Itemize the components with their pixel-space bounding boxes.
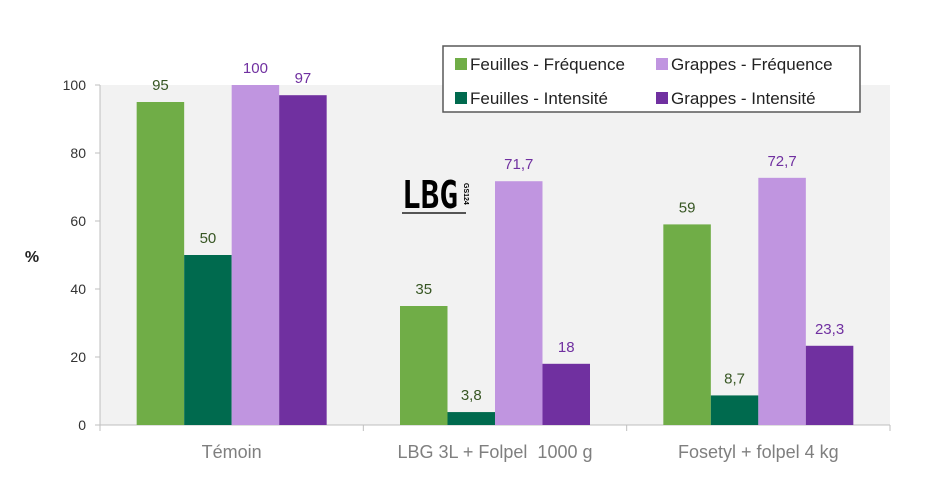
bars xyxy=(136,85,854,425)
x-tick-label: Témoin xyxy=(202,442,262,462)
bar xyxy=(710,395,759,425)
data-label: 50 xyxy=(200,230,217,247)
legend-swatch xyxy=(656,92,668,104)
bar xyxy=(447,412,495,425)
data-label: 72,7 xyxy=(767,153,796,170)
x-tick-label: LBG 3L + Folpel 1000 g xyxy=(398,442,593,462)
x-tick-label: Fosetyl + folpel 4 kg xyxy=(678,442,839,462)
logo-text: LBG xyxy=(402,173,458,217)
bar xyxy=(495,181,543,425)
legend-swatch xyxy=(656,58,668,70)
legend-label: Feuilles - Fréquence xyxy=(470,55,625,74)
data-label: 71,7 xyxy=(504,156,533,173)
data-label: 97 xyxy=(295,70,312,87)
y-tick-label: 40 xyxy=(70,281,86,297)
y-tick-label: 100 xyxy=(63,77,87,93)
legend-swatch xyxy=(455,58,467,70)
legend-label: Feuilles - Intensité xyxy=(470,89,608,108)
x-axis: Témoin LBG 3L + Folpel 1000 g Fosetyl + fo… xyxy=(99,424,891,462)
legend-label: Grappes - Fréquence xyxy=(671,55,833,74)
legend: Feuilles - Fréquence Grappes - Fréquence F… xyxy=(442,45,861,113)
data-label: 59 xyxy=(679,199,696,216)
y-tick-label: 20 xyxy=(70,349,86,365)
data-label: 3,8 xyxy=(461,387,482,404)
bar xyxy=(542,363,590,425)
data-label: 18 xyxy=(558,339,575,356)
y-tick-label: 80 xyxy=(70,145,86,161)
bar xyxy=(136,102,185,425)
bar xyxy=(400,306,448,425)
y-axis: 0 20 40 60 80 100 xyxy=(63,77,101,433)
legend-swatch xyxy=(455,92,467,104)
data-label: 95 xyxy=(152,77,169,94)
data-label: 23,3 xyxy=(815,321,844,338)
data-label: 35 xyxy=(415,281,432,298)
data-label: 100 xyxy=(243,60,268,77)
logo-tagline xyxy=(402,212,466,214)
bar xyxy=(663,224,711,425)
lbg-logo: LBG GS124 xyxy=(402,173,469,217)
logo-subtext: GS124 xyxy=(462,183,469,205)
bar xyxy=(805,345,854,425)
bar xyxy=(279,95,327,425)
y-tick-label: 60 xyxy=(70,213,86,229)
y-tick-label: 0 xyxy=(78,417,86,433)
y-axis-label: % xyxy=(25,249,39,266)
data-label: 8,7 xyxy=(724,370,745,387)
bar xyxy=(231,85,280,425)
data-labels: 95 50 100 97 35 3,8 71,7 18 59 8,7 72,7 23,3 xyxy=(152,60,844,404)
bar xyxy=(758,177,806,425)
bar xyxy=(184,255,232,425)
legend-label: Grappes - Intensité xyxy=(671,89,816,108)
legend-box xyxy=(442,45,861,113)
